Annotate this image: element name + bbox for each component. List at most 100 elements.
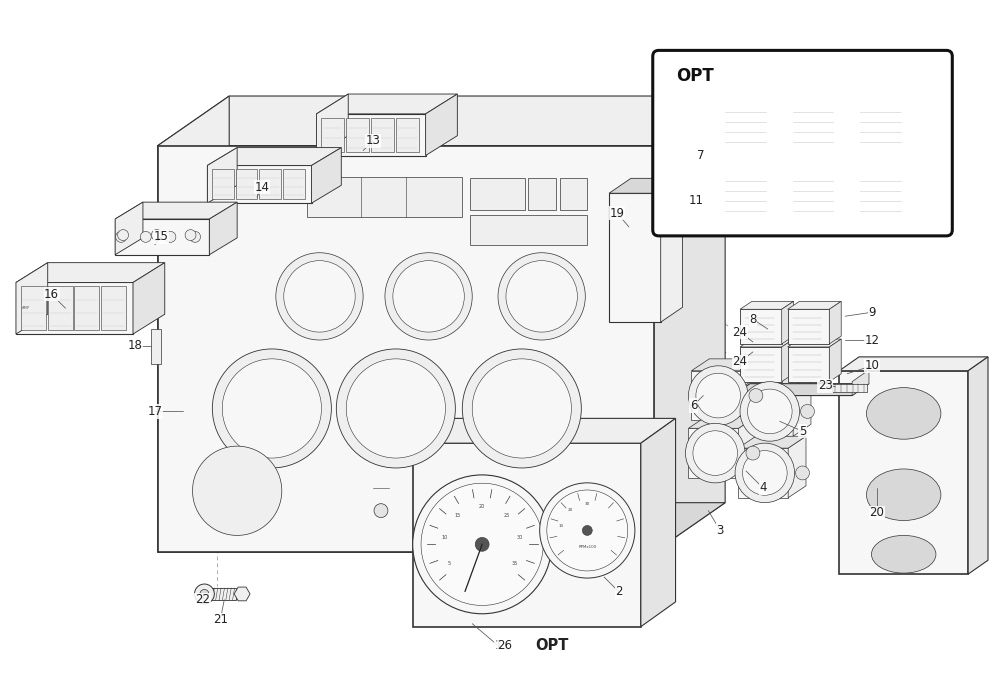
Circle shape — [746, 446, 760, 460]
Circle shape — [374, 503, 388, 518]
Polygon shape — [782, 339, 794, 382]
Polygon shape — [21, 287, 46, 330]
Polygon shape — [234, 587, 250, 601]
Polygon shape — [115, 219, 209, 254]
Polygon shape — [371, 118, 394, 152]
Polygon shape — [788, 302, 841, 309]
Circle shape — [540, 483, 635, 578]
FancyBboxPatch shape — [653, 51, 952, 236]
Text: 10: 10 — [559, 524, 564, 528]
Polygon shape — [158, 146, 654, 552]
Polygon shape — [317, 114, 426, 155]
Polygon shape — [641, 419, 676, 627]
Circle shape — [185, 230, 196, 241]
Polygon shape — [688, 428, 739, 478]
Polygon shape — [720, 94, 775, 148]
Polygon shape — [788, 85, 855, 94]
Polygon shape — [101, 287, 126, 330]
Polygon shape — [788, 339, 841, 347]
Polygon shape — [691, 371, 742, 421]
Polygon shape — [788, 347, 829, 382]
Circle shape — [801, 404, 814, 419]
Polygon shape — [413, 419, 676, 443]
Text: 17: 17 — [147, 405, 162, 418]
Circle shape — [747, 389, 792, 434]
Circle shape — [118, 230, 129, 241]
Text: 11: 11 — [689, 194, 704, 207]
Polygon shape — [740, 339, 794, 347]
Polygon shape — [855, 85, 923, 94]
Text: 30: 30 — [585, 502, 590, 506]
Polygon shape — [720, 85, 788, 94]
Polygon shape — [788, 155, 855, 163]
Polygon shape — [855, 94, 910, 148]
Polygon shape — [842, 155, 855, 218]
Text: 6: 6 — [690, 399, 697, 412]
Polygon shape — [307, 177, 462, 217]
Polygon shape — [661, 179, 683, 322]
Polygon shape — [16, 282, 133, 334]
Polygon shape — [133, 263, 165, 334]
Polygon shape — [829, 302, 841, 344]
Circle shape — [582, 525, 592, 536]
Polygon shape — [16, 263, 165, 282]
Polygon shape — [733, 384, 869, 395]
Polygon shape — [829, 339, 841, 382]
Text: 5: 5 — [799, 425, 806, 438]
Polygon shape — [74, 287, 99, 330]
Text: AMP: AMP — [22, 306, 30, 311]
Text: 21: 21 — [213, 614, 228, 627]
Text: 5: 5 — [448, 561, 451, 566]
Polygon shape — [259, 170, 281, 199]
Polygon shape — [740, 309, 782, 344]
Circle shape — [116, 231, 127, 242]
Polygon shape — [426, 94, 457, 155]
Polygon shape — [742, 359, 759, 421]
Polygon shape — [115, 202, 143, 254]
Polygon shape — [738, 448, 788, 498]
Polygon shape — [236, 170, 257, 199]
Polygon shape — [207, 166, 312, 203]
Polygon shape — [743, 386, 793, 436]
Polygon shape — [740, 302, 794, 309]
Polygon shape — [910, 155, 923, 218]
Circle shape — [688, 366, 748, 425]
Circle shape — [696, 373, 741, 418]
Circle shape — [693, 431, 738, 475]
Text: 20: 20 — [869, 506, 884, 519]
Polygon shape — [855, 163, 910, 218]
Polygon shape — [470, 179, 525, 210]
Circle shape — [193, 446, 282, 536]
Polygon shape — [910, 85, 923, 148]
Text: 26: 26 — [497, 639, 512, 652]
Text: RPMx100: RPMx100 — [578, 545, 596, 549]
Circle shape — [393, 261, 464, 332]
Polygon shape — [740, 347, 782, 382]
Circle shape — [336, 349, 455, 468]
Polygon shape — [852, 370, 869, 395]
Text: 7: 7 — [697, 149, 704, 162]
Text: 18: 18 — [128, 339, 142, 352]
Polygon shape — [775, 155, 788, 218]
Text: 25: 25 — [504, 512, 510, 518]
Text: 12: 12 — [864, 334, 879, 347]
Text: 24: 24 — [733, 326, 748, 339]
Polygon shape — [151, 329, 161, 364]
Text: OPT: OPT — [535, 638, 568, 653]
Circle shape — [413, 475, 552, 614]
Text: 14: 14 — [254, 181, 269, 194]
Text: 9: 9 — [868, 306, 876, 319]
Polygon shape — [346, 118, 369, 152]
Polygon shape — [207, 148, 237, 203]
Polygon shape — [743, 375, 811, 386]
Text: 3: 3 — [717, 524, 724, 537]
Polygon shape — [158, 96, 725, 146]
Text: 8: 8 — [749, 313, 757, 326]
Polygon shape — [312, 148, 341, 203]
Circle shape — [462, 349, 581, 468]
Polygon shape — [654, 96, 725, 552]
Text: 20: 20 — [479, 503, 485, 509]
Circle shape — [475, 538, 489, 551]
Text: 30: 30 — [517, 535, 523, 540]
Polygon shape — [317, 94, 457, 114]
